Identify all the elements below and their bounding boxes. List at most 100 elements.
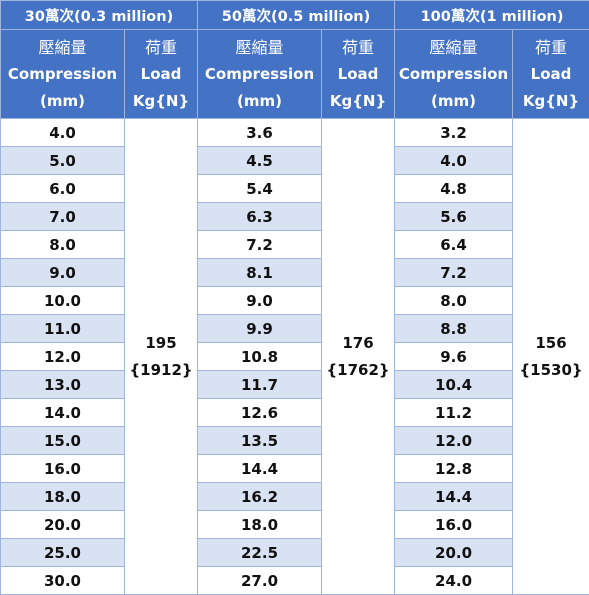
table-row: 11.0 9.9 8.8 [0, 314, 589, 343]
compression-cell: 10.4 [394, 370, 514, 399]
compression-cell: 4.5 [197, 146, 323, 175]
compression-cell: 15.0 [0, 426, 125, 455]
compression-header-line: Compression [7, 64, 118, 83]
compression-cell: 9.0 [0, 258, 125, 287]
compression-cell: 5.4 [197, 174, 323, 203]
table-row: 14.0 12.6 11.2 [0, 398, 589, 427]
compression-cell: 4.0 [0, 118, 125, 147]
load-header: 荷重 Load Kg{N} [512, 29, 589, 119]
table-row: 8.0 7.2 6.4 [0, 230, 589, 259]
table-row: 16.0 14.4 12.8 [0, 454, 589, 483]
group-title: 30萬次(0.3 million) [0, 0, 199, 30]
column-header-row: 壓縮量 Compression (mm) 荷重 Load Kg{N} 壓縮量 Compress… [0, 29, 589, 119]
compression-header-line: 壓縮量 [38, 37, 87, 57]
load-header-line: Kg{N} [132, 91, 190, 110]
compression-cell: 11.7 [197, 370, 323, 399]
load-kg-value: 176 [342, 333, 374, 352]
table-row: 25.0 22.5 20.0 [0, 538, 589, 567]
compression-cell: 7.0 [0, 202, 125, 231]
compression-cell: 27.0 [197, 566, 323, 595]
load-header-line: Kg{N} [522, 91, 580, 110]
compression-cell: 6.3 [197, 202, 323, 231]
table-row: 30.0 27.0 24.0 [0, 566, 589, 595]
table-row: 5.0 4.5 4.0 [0, 146, 589, 175]
compression-cell: 8.1 [197, 258, 323, 287]
load-cell: 176 {1762} [321, 118, 396, 595]
table-row: 13.0 11.7 10.4 [0, 370, 589, 399]
compression-cell: 13.0 [0, 370, 125, 399]
compression-header: 壓縮量 Compression (mm) [197, 29, 323, 119]
compression-cell: 14.4 [197, 454, 323, 483]
compression-header-line: (mm) [40, 91, 85, 110]
compression-cell: 25.0 [0, 538, 125, 567]
compression-header: 壓縮量 Compression (mm) [394, 29, 514, 119]
load-header-line: 荷重 [342, 37, 375, 57]
compression-cell: 9.0 [197, 286, 323, 315]
compression-cell: 14.0 [0, 398, 125, 427]
compression-cell: 7.2 [394, 258, 514, 287]
compression-cell: 10.0 [0, 286, 125, 315]
group-title: 100萬次(1 million) [394, 0, 589, 30]
load-header-line: Kg{N} [329, 91, 387, 110]
compression-cell: 12.0 [394, 426, 514, 455]
table-row: 20.0 18.0 16.0 [0, 510, 589, 539]
compression-cell: 18.0 [197, 510, 323, 539]
compression-cell: 10.8 [197, 342, 323, 371]
compression-cell: 24.0 [394, 566, 514, 595]
load-cell: 195 {1912} [123, 118, 199, 595]
compression-cell: 16.0 [0, 454, 125, 483]
compression-header-line: (mm) [431, 91, 477, 110]
compression-header-line: 壓縮量 [429, 37, 478, 57]
compression-cell: 5.6 [394, 202, 514, 231]
table-row: 18.0 16.2 14.4 [0, 482, 589, 511]
group-header-row: 30萬次(0.3 million) 50萬次(0.5 million) 100萬… [0, 0, 589, 30]
compression-cell: 6.0 [0, 174, 125, 203]
load-header-line: Load [140, 64, 182, 83]
load-header-line: 荷重 [535, 37, 568, 57]
compression-cell: 14.4 [394, 482, 514, 511]
compression-cell: 3.6 [197, 118, 323, 147]
compression-cell: 12.6 [197, 398, 323, 427]
compression-cell: 3.2 [394, 118, 514, 147]
compression-cell: 13.5 [197, 426, 323, 455]
compression-cell: 11.0 [0, 314, 125, 343]
compression-cell: 30.0 [0, 566, 125, 595]
compression-cell: 8.8 [394, 314, 514, 343]
table-row: 9.0 8.1 7.2 [0, 258, 589, 287]
compression-cell: 9.6 [394, 342, 514, 371]
table-row: 12.0 10.8 9.6 [0, 342, 589, 371]
load-header-line: Load [337, 64, 379, 83]
load-newton-value: {1530} [519, 360, 583, 379]
load-header-line: Load [530, 64, 572, 83]
compression-cell: 4.0 [394, 146, 514, 175]
compression-cell: 22.5 [197, 538, 323, 567]
load-header: 荷重 Load Kg{N} [321, 29, 396, 119]
table-row: 4.0 195 {1912} 3.6 176 {1762} 3.2 156 {1530} [0, 118, 589, 595]
compression-header-line: Compression [398, 64, 509, 83]
load-kg-value: 156 [535, 333, 567, 352]
load-header: 荷重 Load Kg{N} [123, 29, 199, 119]
compression-cell: 18.0 [0, 482, 125, 511]
compression-header-line: 壓縮量 [235, 37, 284, 57]
compression-cell: 20.0 [0, 510, 125, 539]
group-title: 50萬次(0.5 million) [197, 0, 396, 30]
compression-cell: 6.4 [394, 230, 514, 259]
table-body: 4.0 195 {1912} 3.6 176 {1762} 3.2 156 {1530} 5.0 4… [0, 118, 589, 595]
compression-cell: 8.0 [394, 286, 514, 315]
load-newton-value: {1762} [326, 360, 390, 379]
table-row: 6.0 5.4 4.8 [0, 174, 589, 203]
load-cell: 156 {1530} [512, 118, 589, 595]
table-row: 15.0 13.5 12.0 [0, 426, 589, 455]
compression-cell: 16.0 [394, 510, 514, 539]
load-header-line: 荷重 [145, 37, 178, 57]
compression-cell: 8.0 [0, 230, 125, 259]
compression-cell: 11.2 [394, 398, 514, 427]
compression-cell: 12.8 [394, 454, 514, 483]
compression-cell: 12.0 [0, 342, 125, 371]
load-newton-value: {1912} [129, 360, 193, 379]
compression-cell: 7.2 [197, 230, 323, 259]
compression-header-line: (mm) [237, 91, 282, 110]
compression-cell: 5.0 [0, 146, 125, 175]
table-row: 7.0 6.3 5.6 [0, 202, 589, 231]
